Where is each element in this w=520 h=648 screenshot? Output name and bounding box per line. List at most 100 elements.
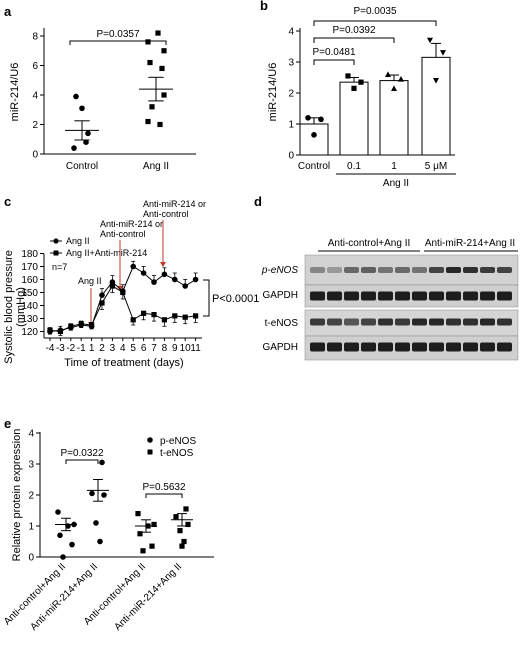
panel-e-point-teNOS [135, 511, 141, 517]
blot-band-peNOS [327, 267, 342, 273]
panel-e-bracket-1 [65, 459, 99, 464]
panel-a-letter: a [4, 4, 12, 19]
panel-b-xtick-control: Control [298, 161, 330, 172]
legend-marker-peNOS [147, 437, 153, 443]
panel-a-point-angii [145, 39, 151, 45]
panel-e-point-teNOS [177, 528, 183, 534]
panel-a-point-angii [161, 48, 167, 54]
panel-b-point-1 [358, 79, 364, 85]
blot-band-teNOS [412, 318, 427, 326]
blot-band-gapdh-1 [378, 291, 393, 301]
blot-band-teNOS [344, 318, 359, 326]
panel-b-ytick-label: 2 [288, 89, 294, 100]
panel-c-xtick-label: 8 [162, 343, 168, 354]
panel-e-point-teNOS [173, 514, 179, 520]
panel-a-point-angii [155, 30, 161, 36]
panel-c-xtick-label: 5 [130, 343, 136, 354]
blot-band-peNOS [361, 267, 376, 273]
panel-e-ytick-label: 1 [28, 522, 34, 533]
panel-b-bar-0 [299, 123, 329, 156]
blot-row-label-gapdh-2: GAPDH [262, 342, 298, 353]
panel-c-point-antimir [120, 289, 126, 296]
panel-e-point-teNOS [137, 531, 143, 537]
blot-band-teNOS [480, 318, 495, 326]
panel-b-bar-3 [421, 56, 451, 156]
blot-band-teNOS [310, 318, 325, 326]
panel-c-point-angii [172, 276, 178, 283]
panel-e-point-teNOS [151, 521, 157, 528]
legend-label-peNOS: p-eNOS [160, 436, 196, 447]
panel-a-point-control [79, 105, 85, 112]
panel-c-point-antimir [172, 313, 178, 319]
blot-band-gapdh-1 [327, 291, 342, 301]
blot-band-peNOS [463, 267, 478, 273]
panel-e-p-1: P=0.0322 [60, 448, 104, 459]
panel-b-ylabel: miR-214/U6 [267, 63, 279, 122]
panel-c-ytick-label: 170 [21, 262, 38, 273]
panel-a-point-angii [161, 92, 167, 98]
panel-c-point-antimir [151, 312, 157, 318]
panel-c-annot-2b: Anti-control [100, 229, 146, 239]
panel-b-bar-2 [379, 80, 409, 156]
panel-d-letter: d [254, 194, 262, 209]
panel-c-arrowhead-3 [160, 262, 166, 267]
panel-c-xtick-label: -4 [46, 343, 55, 354]
panel-b-bar-1 [339, 81, 369, 156]
blot-group-2: Anti-miR-214+Ang II [425, 238, 515, 249]
blot-band-peNOS [429, 267, 444, 273]
blot-band-peNOS [310, 267, 325, 273]
panel-e-point-teNOS [140, 548, 146, 554]
panel-b-bracket-2 [313, 37, 395, 43]
panel-b-ytick-label: 3 [288, 58, 294, 69]
panel-c-annot-3b: Anti-control [143, 209, 189, 219]
panel-c-xtick-label: 11 [190, 343, 201, 354]
panel-c-xtick-label: 3 [110, 343, 116, 354]
panel-a-ytick-label: 6 [32, 61, 38, 72]
blot-band-gapdh-2 [412, 342, 427, 352]
panel-b-xtick-0.1: 0.1 [347, 161, 361, 172]
blot-strip-gapdh-1 [304, 284, 519, 308]
panel-e-p-2: P=0.5632 [142, 482, 186, 493]
blot-band-gapdh-2 [310, 342, 325, 352]
panel-c: c Systolic blood pressure (mmHg) 120 130 1… [3, 194, 259, 369]
panel-a-point-angii [157, 121, 163, 128]
panel-e-ylabel: Relative protein expression [11, 429, 23, 562]
panel-c-xtick-label: -2 [66, 343, 75, 354]
blot-band-peNOS [480, 267, 495, 273]
panel-c-xtick-label: 2 [99, 343, 105, 354]
panel-c-point-antimir [89, 322, 95, 328]
panel-c-ytick-label: 140 [21, 301, 38, 312]
panel-b-group-label: Ang II [383, 178, 409, 189]
panel-c-letter: c [4, 194, 11, 209]
panel-b-point-3 [433, 78, 439, 84]
panel-c-point-antimir [47, 327, 53, 333]
blot-band-peNOS [446, 267, 461, 273]
panel-c-xlabel: Time of treatment (days) [64, 357, 183, 369]
panel-b-point-0 [311, 132, 317, 138]
panel-b-ytick-label: 0 [288, 151, 294, 162]
panel-e: e Relative protein expression 0 1 2 3 4 P=0.… [2, 416, 214, 633]
panel-c-ytick-label: 150 [21, 288, 38, 299]
blot-row-label-teNOS: t-eNOS [265, 318, 299, 329]
blot-band-gapdh-1 [446, 291, 461, 301]
panel-a-ytick-label: 2 [32, 120, 38, 131]
blot-band-teNOS [429, 318, 444, 326]
panel-a: a miR-214/U6 0 2 4 6 8 Control Ang II P=0.03… [4, 4, 196, 172]
blot-band-gapdh-1 [344, 291, 359, 301]
legend-label-angii: Ang II [66, 236, 90, 246]
legend-label-teNOS: t-eNOS [160, 448, 194, 459]
blot-band-gapdh-1 [412, 291, 427, 301]
panel-c-xtick-label: 1 [89, 343, 95, 354]
panel-e-point-peNOS [93, 520, 99, 526]
blot-band-gapdh-2 [480, 342, 495, 352]
panel-b-point-1 [345, 73, 351, 79]
blot-band-teNOS [361, 318, 376, 326]
panel-c-ytick-label: 160 [21, 275, 38, 286]
panel-e-point-teNOS [181, 538, 187, 545]
blot-band-gapdh-2 [463, 342, 478, 352]
panel-b-point-0 [305, 115, 311, 121]
panel-c-point-antimir [141, 310, 147, 316]
panel-c-ylabel-2: (mmHg) [15, 287, 27, 327]
blot-band-gapdh-1 [310, 291, 325, 301]
panel-b-point-3 [427, 37, 433, 44]
